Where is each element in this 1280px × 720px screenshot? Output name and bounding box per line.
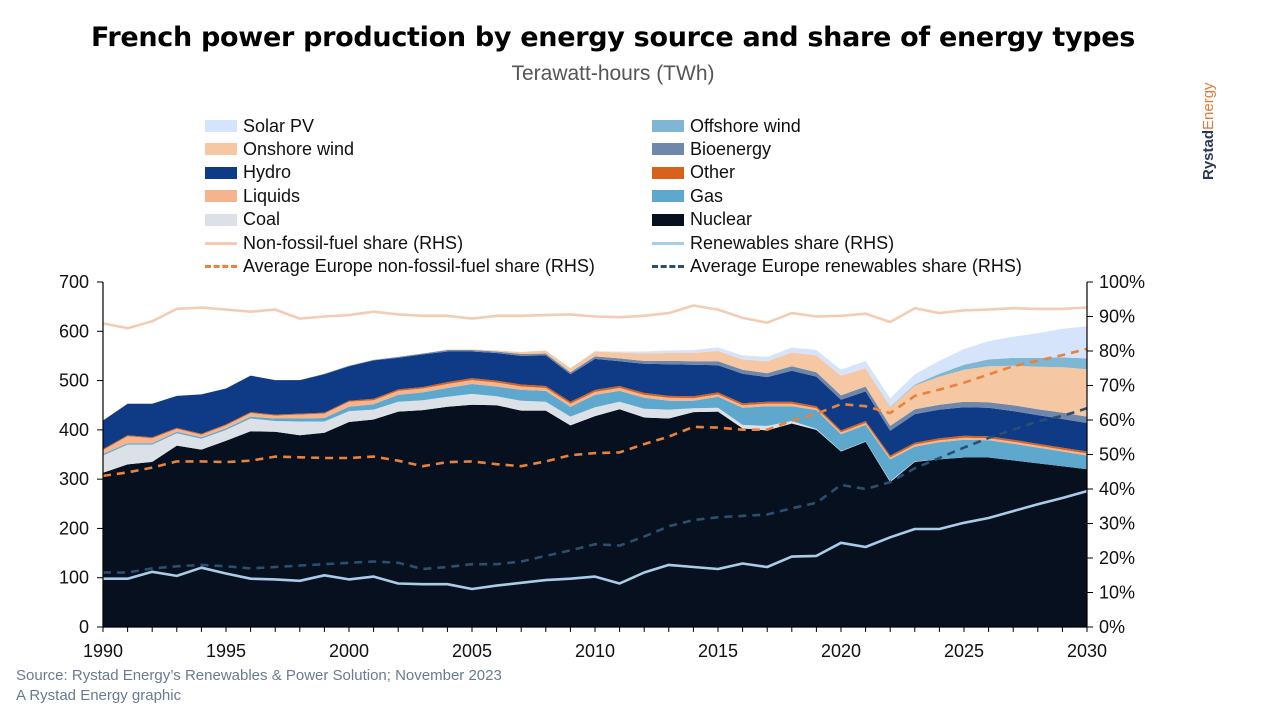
x-tick-label: 2020 bbox=[821, 641, 861, 661]
legend-swatch bbox=[205, 143, 237, 156]
x-tick-label: 2005 bbox=[452, 641, 492, 661]
legend-item-offshore-wind: Offshore wind bbox=[652, 115, 801, 137]
area-gas bbox=[103, 384, 1087, 482]
y2-tick-label: 80% bbox=[1099, 341, 1135, 361]
y2-tick-label: 100% bbox=[1099, 272, 1145, 292]
y-tick-label: 700 bbox=[59, 272, 89, 292]
legend-swatch bbox=[652, 264, 684, 268]
legend-swatch bbox=[205, 190, 237, 203]
line-non-fossil-fuel-share-rhs bbox=[102, 304, 1088, 330]
y-tick-label: 400 bbox=[59, 420, 89, 440]
x-tick-label: 2000 bbox=[329, 641, 369, 661]
x-tick-label: 2015 bbox=[698, 641, 738, 661]
legend-item-bioenergy: Bioenergy bbox=[652, 138, 771, 160]
y-tick-label: 0 bbox=[79, 617, 89, 637]
legend-swatch bbox=[205, 120, 237, 132]
line-average-europe-non-fossil-fuel-share-rhs bbox=[102, 347, 1088, 478]
legend-label: Renewables share (RHS) bbox=[690, 232, 895, 253]
legend-swatch bbox=[205, 241, 237, 245]
legend-swatch bbox=[652, 143, 684, 156]
y2-tick-label: 20% bbox=[1099, 548, 1135, 568]
legend-swatch bbox=[205, 264, 237, 268]
x-tick-label: 2025 bbox=[944, 641, 984, 661]
y-tick-label: 200 bbox=[59, 518, 89, 538]
legend-swatch bbox=[652, 190, 684, 203]
legend-label: Average Europe renewables share (RHS) bbox=[690, 255, 1022, 276]
legend-swatch bbox=[652, 120, 684, 132]
legend-label: Gas bbox=[690, 185, 724, 206]
legend-label: Offshore wind bbox=[690, 115, 801, 136]
x-tick-label: 1990 bbox=[83, 641, 123, 661]
x-tick-label: 2010 bbox=[575, 641, 615, 661]
y2-tick-label: 40% bbox=[1099, 479, 1135, 499]
legend-item-average-europe-non-fossil-fuel-share-rhs: Average Europe non-fossil-fuel share (RH… bbox=[205, 255, 595, 277]
area-coal bbox=[103, 393, 1087, 483]
legend-label: Nuclear bbox=[690, 209, 753, 230]
legend-item-hydro: Hydro bbox=[205, 162, 291, 184]
chart-subtitle: Terawatt-hours (TWh) bbox=[511, 62, 715, 85]
y2-tick-label: 50% bbox=[1099, 445, 1135, 465]
legend-label: Average Europe non-fossil-fuel share (RH… bbox=[243, 255, 595, 276]
legend-label: Liquids bbox=[243, 185, 301, 206]
legend-label: Hydro bbox=[243, 162, 292, 183]
legend-label: Onshore wind bbox=[243, 138, 355, 159]
legend-swatch bbox=[652, 241, 684, 245]
legend-swatch bbox=[205, 213, 237, 226]
legend-item-coal: Coal bbox=[205, 209, 280, 231]
line-average-europe-renewables-share-rhs bbox=[103, 407, 1088, 574]
legend-item-renewables-share-rhs: Renewables share (RHS) bbox=[652, 232, 894, 254]
y2-tick-label: 60% bbox=[1099, 410, 1135, 430]
line-renewables-share-rhs bbox=[103, 489, 1088, 591]
legend-item-gas: Gas bbox=[652, 185, 723, 207]
x-tick-label: 1995 bbox=[206, 641, 246, 661]
area-hydro bbox=[103, 351, 1087, 456]
y2-tick-label: 90% bbox=[1099, 307, 1135, 327]
legend-item-nuclear: Nuclear bbox=[652, 209, 752, 231]
legend-item-other: Other bbox=[652, 162, 735, 184]
y2-tick-label: 70% bbox=[1099, 376, 1135, 396]
x-tick-label: 2030 bbox=[1067, 641, 1107, 661]
source-text: Source: Rystad Energy’s Renewables & Pow… bbox=[16, 667, 502, 684]
source-note: Source: Rystad Energy’s Renewables & Pow… bbox=[16, 666, 502, 706]
y-tick-label: 300 bbox=[59, 469, 89, 489]
legend-swatch bbox=[652, 213, 684, 226]
y2-tick-label: 10% bbox=[1099, 583, 1135, 603]
y-tick-label: 600 bbox=[59, 321, 89, 341]
y2-tick-label: 30% bbox=[1099, 514, 1135, 534]
chart-title: French power production by energy source… bbox=[90, 22, 1136, 53]
legend-label: Solar PV bbox=[243, 115, 315, 136]
legend-item-non-fossil-fuel-share-rhs: Non-fossil-fuel share (RHS) bbox=[205, 232, 463, 254]
legend-label: Bioenergy bbox=[690, 138, 772, 159]
legend-label: Non-fossil-fuel share (RHS) bbox=[243, 232, 464, 253]
y-tick-label: 500 bbox=[59, 371, 89, 391]
legend-item-solar-pv: Solar PV bbox=[205, 115, 314, 137]
legend-label: Other bbox=[690, 162, 736, 183]
legend-item-liquids: Liquids bbox=[205, 185, 300, 207]
legend-swatch bbox=[205, 166, 237, 179]
y2-tick-label: 0% bbox=[1099, 617, 1125, 637]
legend-item-average-europe-renewables-share-rhs: Average Europe renewables share (RHS) bbox=[652, 255, 1022, 277]
area-nuclear bbox=[103, 404, 1087, 627]
y-tick-label: 100 bbox=[59, 568, 89, 588]
credit-text: A Rystad Energy graphic bbox=[16, 687, 182, 704]
legend-label: Coal bbox=[243, 209, 281, 230]
legend-item-onshore-wind: Onshore wind bbox=[205, 138, 354, 160]
legend-swatch bbox=[652, 166, 684, 179]
